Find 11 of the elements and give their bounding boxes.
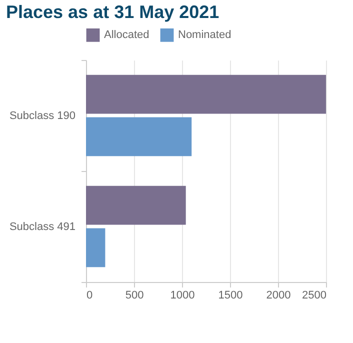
x-tick-label: 1000: [170, 290, 195, 302]
x-tick-label: 1500: [218, 290, 243, 302]
y-tick-label: Subclass 491: [9, 221, 76, 233]
x-tick-label: 2000: [266, 290, 291, 302]
x-tick-label: 500: [125, 290, 144, 302]
x-tick-label: 2500: [302, 290, 326, 302]
legend-label: Nominated: [178, 29, 232, 42]
chart-title: Places as at 31 May 2021: [6, 2, 220, 22]
x-tick-label: 0: [86, 290, 93, 302]
y-tick-label: Subclass 190: [9, 110, 76, 122]
legend-label: Allocated: [104, 29, 150, 42]
